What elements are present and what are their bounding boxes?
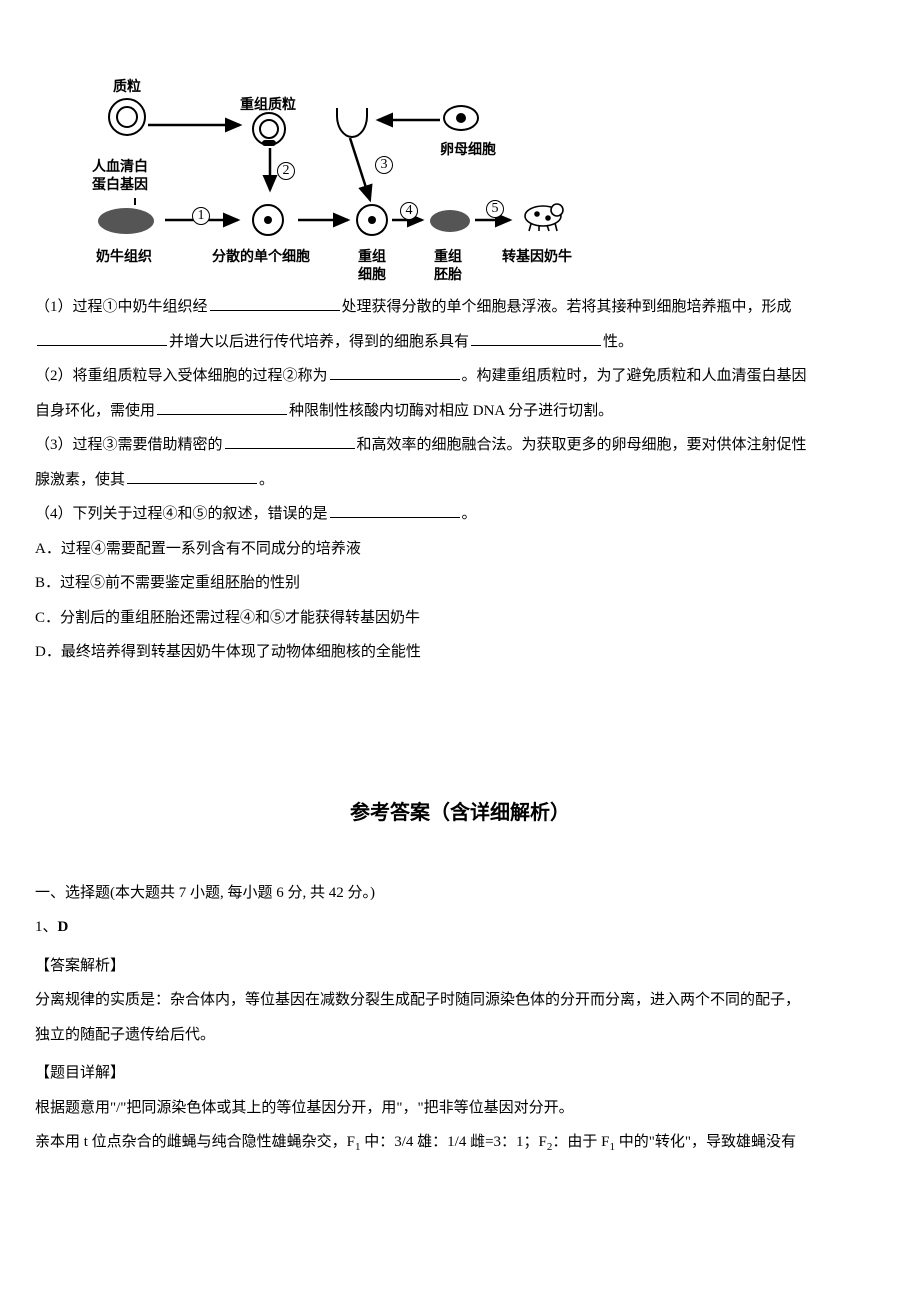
explain-2: 根据题意用"/"把同源染色体或其上的等位基因分开，用"，"把非等位基因对分开。: [35, 1091, 885, 1126]
section-heading: 一、选择题(本大题共 7 小题, 每小题 6 分, 共 42 分。): [35, 876, 885, 911]
q1a-text: （1）过程①中奶牛组织经: [35, 299, 208, 315]
shape-rp-gene: [262, 140, 276, 146]
blank-q3-1: [225, 434, 355, 449]
blank-q2-1: [330, 365, 460, 380]
shape-single-cell-dot: [264, 216, 272, 224]
shape-cow-tissue: [98, 208, 154, 234]
circle-num-5: 5: [486, 200, 504, 218]
q1b-text: 处理获得分散的单个细胞悬浮液。若将其接种到细胞培养瓶中，形成: [342, 299, 792, 315]
q3b-text: 和高效率的细胞融合法。为获取更多的卵母细胞，要对供体注射促性: [357, 437, 807, 453]
shape-recomb-embryo: [430, 210, 470, 232]
explain3b: 中：3/4 雄：1/4 雌=3：1；F: [361, 1134, 547, 1150]
blank-q1-3: [471, 331, 601, 346]
explain-1a: 分离规律的实质是：杂合体内，等位基因在减数分裂生成配子时随同源染色体的分开而分离…: [35, 983, 885, 1018]
blank-q2-2: [157, 400, 287, 415]
shape-rp-inner: [259, 119, 279, 139]
q2a-text: （2）将重组质粒导入受体细胞的过程②称为: [35, 368, 328, 384]
q1-line2: 并增大以后进行传代培养，得到的细胞系具有 性。: [35, 325, 885, 360]
label-single-cell: 分散的单个细胞: [212, 240, 310, 272]
q4-line: （4）下列关于过程④和⑤的叙述，错误的是 。: [35, 497, 885, 532]
blank-q4-1: [330, 503, 460, 518]
q2b-text: 。构建重组质粒时，为了避免质粒和人血清蛋白基因: [462, 368, 807, 384]
q2d-text: 种限制性核酸内切酶对相应 DNA 分子进行切割。: [289, 403, 613, 419]
blank-q3-2: [127, 469, 257, 484]
explain3d: 中的"转化"，导致雄蝇没有: [615, 1134, 796, 1150]
q1c-text: 并增大以后进行传代培养，得到的细胞系具有: [169, 334, 469, 350]
label-cow-tissue: 奶牛组织: [96, 240, 152, 272]
circle-num-1: 1: [192, 207, 210, 225]
explain-1b: 独立的随配子遗传给后代。: [35, 1018, 885, 1053]
q4b-text: 。: [462, 506, 477, 522]
option-d: D．最终培养得到转基因奶牛体现了动物体细胞核的全能性: [35, 635, 885, 670]
option-a: A．过程④需要配置一系列含有不同成分的培养液: [35, 532, 885, 567]
shape-cow: [515, 200, 569, 232]
tag-detail: 【题目详解】: [35, 1056, 885, 1091]
blank-q1-1: [210, 296, 340, 311]
q3a-text: （3）过程③需要借助精密的: [35, 437, 223, 453]
explain-3: 亲本用 t 位点杂合的雌蝇与纯合隐性雄蝇杂交，F1 中：3/4 雄：1/4 雌=…: [35, 1125, 885, 1160]
circle-num-4: 4: [400, 202, 418, 220]
q2-line1: （2）将重组质粒导入受体细胞的过程②称为 。构建重组质粒时，为了避免质粒和人血清蛋…: [35, 359, 885, 394]
q3d-text: 。: [259, 472, 274, 488]
label-albumin2: 蛋白基因: [92, 168, 148, 200]
tag-explain: 【答案解析】: [35, 949, 885, 984]
label-egg-cell: 卵母细胞: [440, 133, 496, 165]
q3-line2: 腺激素，使其 。: [35, 463, 885, 498]
q3-line1: （3）过程③需要借助精密的 和高效率的细胞融合法。为获取更多的卵母细胞，要对供体注…: [35, 428, 885, 463]
explain3c: ：由于 F: [552, 1134, 609, 1150]
q3c-text: 腺激素，使其: [35, 472, 125, 488]
option-c: C．分割后的重组胚胎还需过程④和⑤才能获得转基因奶牛: [35, 601, 885, 636]
shape-plasmid-inner: [116, 106, 138, 128]
circle-num-2: 2: [277, 162, 295, 180]
explain3a: 亲本用 t 位点杂合的雌蝇与纯合隐性雄蝇杂交，F: [35, 1134, 355, 1150]
q1-line1: （1）过程①中奶牛组织经 处理获得分散的单个细胞悬浮液。若将其接种到细胞培养瓶中，…: [35, 290, 885, 325]
circle-num-3: 3: [375, 156, 393, 174]
answer-title: 参考答案（含详细解析）: [35, 790, 885, 836]
q4a-text: （4）下列关于过程④和⑤的叙述，错误的是: [35, 506, 328, 522]
shape-recomb-cell-dot: [368, 216, 376, 224]
option-b: B．过程⑤前不需要鉴定重组胚胎的性别: [35, 566, 885, 601]
label-recomb-cell2: 细胞: [358, 258, 386, 290]
answer-1-letter: D: [58, 919, 69, 935]
q2c-text: 自身环化，需使用: [35, 403, 155, 419]
blank-q1-2: [37, 331, 167, 346]
q2-line2: 自身环化，需使用 种限制性核酸内切酶对相应 DNA 分子进行切割。: [35, 394, 885, 429]
label-recomb-embryo2: 胚胎: [434, 258, 462, 290]
answer-1: 1、D: [35, 910, 885, 945]
label-trans-cow: 转基因奶牛: [502, 240, 572, 272]
q1d-text: 性。: [603, 334, 633, 350]
answer-1-num: 1、: [35, 919, 58, 935]
process-diagram: 质粒 重组质粒 卵母细胞 人血清白 蛋白基因 奶牛组织 分散的单个细胞 重组 细…: [80, 70, 590, 270]
shape-egg-dot: [456, 113, 466, 123]
